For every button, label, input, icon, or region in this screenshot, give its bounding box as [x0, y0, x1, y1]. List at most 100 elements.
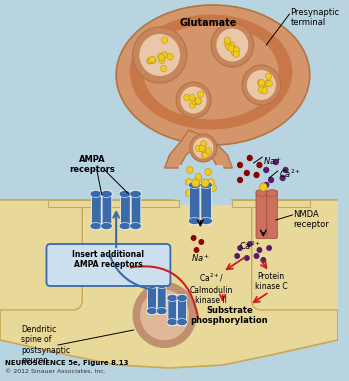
- Circle shape: [189, 94, 195, 101]
- Ellipse shape: [188, 181, 201, 189]
- FancyBboxPatch shape: [256, 190, 267, 239]
- Ellipse shape: [147, 282, 157, 288]
- Circle shape: [190, 187, 197, 194]
- Circle shape: [161, 52, 168, 58]
- Circle shape: [189, 102, 195, 108]
- Circle shape: [184, 94, 190, 101]
- Circle shape: [193, 138, 214, 158]
- FancyBboxPatch shape: [0, 200, 82, 310]
- Ellipse shape: [90, 190, 102, 197]
- Circle shape: [134, 283, 195, 347]
- Circle shape: [260, 257, 266, 263]
- Text: AMPA
receptors: AMPA receptors: [69, 155, 115, 174]
- Circle shape: [157, 53, 164, 59]
- Text: Dendritic
spine of
postsynaptic
neuron: Dendritic spine of postsynaptic neuron: [21, 325, 70, 365]
- Circle shape: [234, 253, 240, 259]
- Text: Na$^+$: Na$^+$: [191, 252, 210, 264]
- Text: NMDA
receptor: NMDA receptor: [293, 210, 329, 229]
- Circle shape: [216, 29, 248, 61]
- Text: Ca$^{2+}$: Ca$^{2+}$: [279, 168, 301, 180]
- Circle shape: [194, 247, 199, 253]
- Text: Presynaptic
terminal: Presynaptic terminal: [290, 8, 340, 27]
- Circle shape: [200, 192, 207, 199]
- Circle shape: [161, 66, 167, 72]
- Circle shape: [280, 175, 286, 181]
- Circle shape: [263, 182, 269, 188]
- Ellipse shape: [256, 189, 267, 197]
- Circle shape: [237, 162, 243, 168]
- Circle shape: [198, 181, 205, 189]
- FancyArrowPatch shape: [110, 257, 152, 290]
- Circle shape: [233, 47, 240, 53]
- Ellipse shape: [143, 24, 279, 120]
- Circle shape: [263, 167, 269, 173]
- Circle shape: [200, 146, 206, 153]
- Ellipse shape: [130, 190, 141, 197]
- Text: Ca$^{2+}$: Ca$^{2+}$: [239, 240, 261, 252]
- Circle shape: [242, 65, 281, 105]
- Circle shape: [147, 57, 154, 64]
- Circle shape: [231, 50, 238, 56]
- FancyBboxPatch shape: [148, 282, 156, 314]
- Text: Insert additional
AMPA receptors: Insert additional AMPA receptors: [73, 250, 144, 269]
- Ellipse shape: [116, 5, 310, 145]
- FancyBboxPatch shape: [131, 190, 141, 229]
- Circle shape: [176, 82, 211, 118]
- Circle shape: [282, 167, 289, 173]
- Circle shape: [198, 91, 204, 98]
- Circle shape: [237, 245, 243, 251]
- Text: © 2012 Sinauer Associates, Inc.: © 2012 Sinauer Associates, Inc.: [5, 369, 106, 374]
- Circle shape: [180, 86, 207, 114]
- Circle shape: [244, 255, 250, 261]
- Circle shape: [273, 159, 279, 165]
- Circle shape: [185, 189, 192, 197]
- Polygon shape: [0, 200, 338, 368]
- Circle shape: [192, 179, 199, 187]
- Circle shape: [266, 245, 272, 251]
- FancyBboxPatch shape: [178, 295, 186, 325]
- Circle shape: [147, 58, 153, 64]
- Circle shape: [208, 179, 214, 186]
- FancyBboxPatch shape: [102, 190, 112, 229]
- Text: Na$^+$: Na$^+$: [263, 155, 282, 167]
- Ellipse shape: [130, 223, 141, 229]
- Circle shape: [161, 37, 168, 43]
- Circle shape: [211, 23, 254, 67]
- Text: Substrate
phosphorylation: Substrate phosphorylation: [191, 306, 268, 325]
- Circle shape: [259, 80, 265, 86]
- Circle shape: [264, 80, 270, 87]
- Circle shape: [159, 57, 165, 63]
- Circle shape: [226, 44, 232, 50]
- Ellipse shape: [177, 319, 187, 325]
- Circle shape: [199, 145, 205, 152]
- Circle shape: [233, 51, 239, 58]
- Circle shape: [237, 177, 243, 183]
- Circle shape: [199, 239, 204, 245]
- Bar: [49, 200, 179, 207]
- Circle shape: [205, 168, 211, 176]
- Circle shape: [191, 235, 196, 241]
- FancyBboxPatch shape: [46, 244, 170, 286]
- Circle shape: [195, 145, 202, 152]
- Ellipse shape: [167, 319, 178, 325]
- Circle shape: [195, 98, 201, 104]
- Polygon shape: [174, 165, 232, 205]
- Polygon shape: [165, 130, 232, 168]
- Ellipse shape: [200, 181, 213, 189]
- Circle shape: [247, 70, 276, 100]
- Circle shape: [150, 57, 156, 64]
- Ellipse shape: [90, 223, 102, 229]
- FancyBboxPatch shape: [267, 190, 277, 239]
- Text: Glutamate: Glutamate: [179, 18, 237, 28]
- Circle shape: [139, 289, 190, 341]
- Ellipse shape: [101, 190, 112, 197]
- Circle shape: [228, 45, 235, 51]
- Ellipse shape: [177, 295, 187, 301]
- Circle shape: [254, 253, 259, 259]
- Circle shape: [202, 152, 208, 158]
- Circle shape: [262, 88, 268, 94]
- Text: NEUROSCIENCE 5e, Figure 8.13: NEUROSCIENCE 5e, Figure 8.13: [5, 360, 128, 366]
- Circle shape: [256, 162, 262, 168]
- Circle shape: [149, 56, 155, 63]
- Circle shape: [247, 241, 253, 247]
